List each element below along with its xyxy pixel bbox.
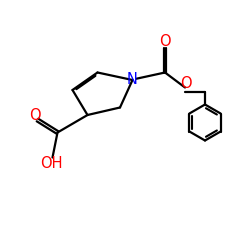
Text: O: O <box>29 108 40 122</box>
Text: OH: OH <box>40 156 62 171</box>
Text: N: N <box>127 72 138 88</box>
Text: O: O <box>159 34 171 50</box>
Text: O: O <box>180 76 191 90</box>
